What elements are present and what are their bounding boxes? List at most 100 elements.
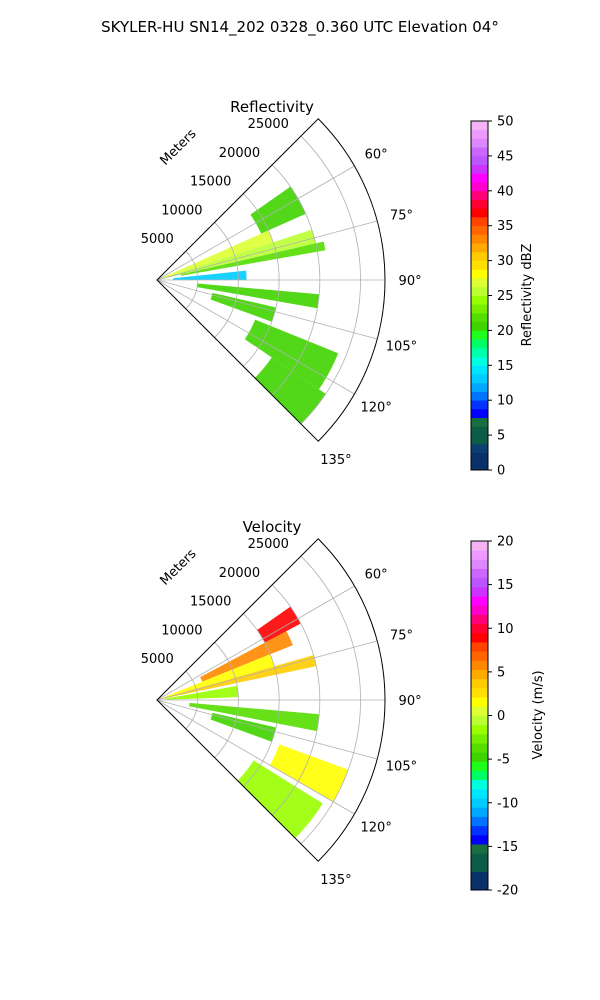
colorbar-segment <box>471 660 488 670</box>
colorbar-segment <box>471 733 488 744</box>
colorbar-segment <box>471 550 488 560</box>
colorbar-tick-label: 0 <box>497 709 505 724</box>
colorbar-segment <box>471 417 488 427</box>
colorbar-segment <box>471 304 488 314</box>
colorbar-segment <box>471 678 488 689</box>
colorbar-segment <box>471 614 488 625</box>
colorbar-segment <box>471 138 488 148</box>
echo-band <box>200 631 293 682</box>
colorbar-tick-label: 50 <box>497 115 514 130</box>
echo-band <box>188 702 320 732</box>
colorbar-segment <box>471 807 488 817</box>
azimuth-gridline <box>156 640 378 701</box>
colorbar-segment <box>471 426 488 436</box>
figure-title: SKYLER-HU SN14_202 0328_0.360 UTC Elevat… <box>101 18 499 37</box>
colorbar-segment <box>471 121 488 131</box>
echo-band <box>269 744 349 802</box>
colorbar-segment <box>471 880 488 891</box>
echo-band <box>254 357 326 424</box>
azimuth-gridline <box>156 279 378 340</box>
colorbar-tick-label: 5 <box>497 429 505 444</box>
colorbar-segment <box>471 559 488 569</box>
colorbar-segment <box>471 687 488 698</box>
azimuth-gridline <box>156 699 378 760</box>
velocity-echoes <box>157 606 349 839</box>
colorbar-segment <box>471 779 488 790</box>
colorbar-segment <box>471 339 488 349</box>
colorbar-segment <box>471 844 488 854</box>
colorbar-segment <box>471 408 488 419</box>
colorbar-segment <box>471 605 488 615</box>
colorbar-segment <box>471 651 488 661</box>
azimuth-tick-label: 105° <box>386 760 417 775</box>
colorbar-tick-label: 10 <box>497 622 514 637</box>
range-tick-label: 10000 <box>161 623 202 638</box>
colorbar-segment <box>471 356 488 366</box>
colorbar-segment <box>471 260 488 270</box>
range-tick-label: 5000 <box>141 652 174 667</box>
colorbar-tick-label: 35 <box>497 219 514 234</box>
echo-band <box>157 655 317 700</box>
reflectivity-panel: Reflectivity 5000 10000 15000 20000 25000 60… <box>141 98 535 479</box>
colorbar-segment <box>471 400 488 410</box>
azimuth-tick-label: 60° <box>365 567 388 582</box>
range-tick-label: 20000 <box>219 146 260 161</box>
reflectivity-echoes <box>157 186 339 424</box>
colorbar-tick-label: 30 <box>497 254 514 269</box>
echo-band <box>157 654 275 700</box>
velocity-colorbar-label: Velocity (m/s) <box>531 670 546 759</box>
colorbar-segment <box>471 825 488 836</box>
colorbar-segment <box>471 761 488 772</box>
colorbar-segment <box>471 225 488 235</box>
velocity-colorbar: -20 -15 -10 -5 0 5 10 15 20 <box>470 535 518 899</box>
colorbar-segment <box>471 586 488 597</box>
colorbar-segment <box>471 295 488 305</box>
echo-band <box>197 283 320 309</box>
colorbar-segment <box>471 443 488 453</box>
colorbar-tick-label: 15 <box>497 359 514 374</box>
range-tick-label: 5000 <box>141 232 174 247</box>
colorbar-segment <box>471 435 488 445</box>
azimuth-tick-label: 60° <box>365 147 388 162</box>
colorbar-segment <box>471 596 488 606</box>
echo-band <box>210 292 277 322</box>
colorbar-tick-label: -20 <box>497 884 518 899</box>
colorbar-segment <box>471 286 488 296</box>
colorbar-segment <box>471 347 488 357</box>
echo-band <box>157 229 316 280</box>
azimuth-gridline <box>156 699 355 815</box>
velocity-range-axis-label: Meters <box>158 546 200 588</box>
colorbar-segment <box>471 382 488 392</box>
range-tick-label: 25000 <box>248 537 289 552</box>
colorbar-segment <box>471 816 488 827</box>
colorbar-segment <box>471 129 488 139</box>
reflectivity-grid <box>156 118 386 442</box>
echo-band <box>180 241 326 276</box>
velocity-range-labels: 5000 10000 15000 20000 25000 <box>141 537 289 667</box>
colorbar-segment <box>471 234 488 244</box>
colorbar-segment <box>471 862 488 873</box>
colorbar-segment <box>471 269 488 279</box>
colorbar-tick-label: 40 <box>497 184 514 199</box>
range-tick-label: 15000 <box>190 595 231 610</box>
velocity-grid <box>156 538 386 862</box>
colorbar-segment <box>471 752 488 762</box>
colorbar-segment <box>471 199 488 209</box>
colorbar-segment <box>471 182 488 192</box>
colorbar-tick-label: -5 <box>497 753 510 768</box>
azimuth-tick-label: 120° <box>361 401 392 416</box>
reflectivity-colorbar: 0 5 10 15 20 25 30 35 40 45 50 <box>470 115 514 479</box>
sector-frame <box>156 538 386 862</box>
colorbar-segment <box>471 251 488 261</box>
colorbar-tick-label: 25 <box>497 289 514 304</box>
colorbar-segment <box>471 623 488 634</box>
colorbar-segment <box>471 724 488 735</box>
range-tick-label: 10000 <box>161 203 202 218</box>
azimuth-tick-label: 135° <box>320 453 351 468</box>
colorbar-segment <box>471 312 488 323</box>
colorbar-segment <box>471 164 488 174</box>
range-tick-label: 25000 <box>248 117 289 132</box>
velocity-azimuth-labels: 60° 75° 90° 105° 120° 135° <box>320 567 421 887</box>
reflectivity-title: Reflectivity <box>230 98 314 116</box>
colorbar-segment <box>471 147 488 157</box>
